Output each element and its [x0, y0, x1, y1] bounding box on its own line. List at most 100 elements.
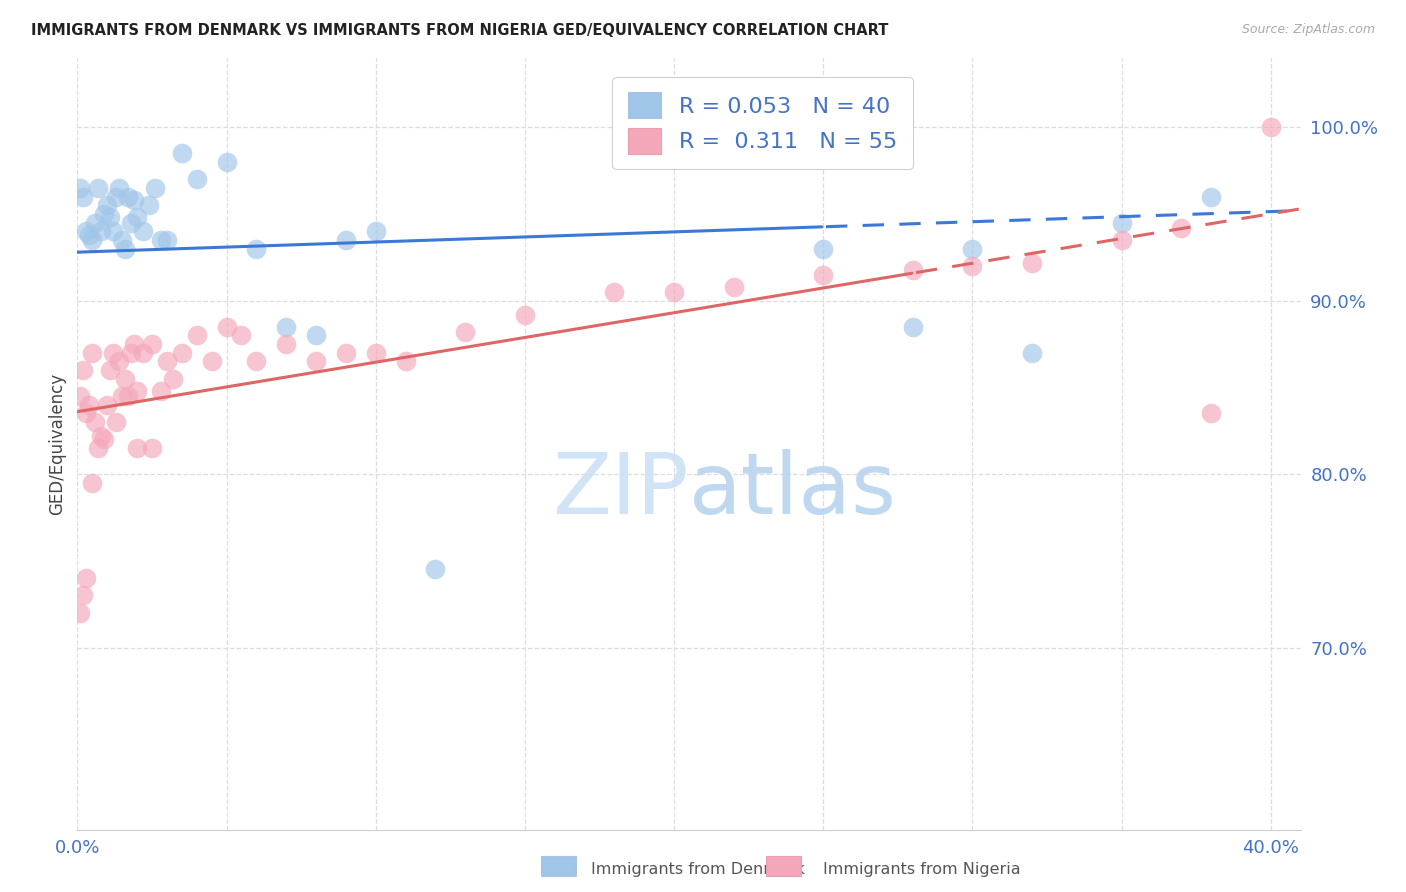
Point	[69, 181, 91, 195]
Point	[108, 181, 131, 195]
Point	[96, 198, 118, 212]
Point	[901, 319, 924, 334]
Point	[723, 280, 745, 294]
Point	[69, 389, 91, 403]
Point	[200, 354, 222, 368]
Point	[962, 259, 984, 273]
Point	[125, 441, 148, 455]
Point	[69, 606, 91, 620]
Point	[811, 242, 834, 256]
Point	[141, 337, 163, 351]
Point	[98, 211, 121, 225]
Point	[901, 262, 924, 277]
Point	[425, 562, 447, 576]
Point	[114, 372, 136, 386]
Text: IMMIGRANTS FROM DENMARK VS IMMIGRANTS FROM NIGERIA GED/EQUIVALENCY CORRELATION C: IMMIGRANTS FROM DENMARK VS IMMIGRANTS FR…	[31, 23, 889, 38]
Point	[105, 190, 128, 204]
Point	[93, 433, 115, 447]
Point	[1111, 233, 1133, 247]
Point	[87, 181, 110, 195]
Point	[305, 328, 328, 343]
Point	[111, 389, 134, 403]
Point	[82, 475, 104, 490]
Point	[93, 207, 115, 221]
Point	[122, 193, 145, 207]
Point	[84, 415, 107, 429]
Point	[77, 227, 100, 242]
Point	[101, 224, 124, 238]
Point	[513, 308, 536, 322]
Point	[75, 571, 97, 585]
Point	[105, 415, 128, 429]
Point	[364, 345, 387, 359]
Point	[276, 337, 298, 351]
Point	[603, 285, 626, 299]
Point	[245, 242, 267, 256]
Point	[335, 345, 357, 359]
Point	[305, 354, 328, 368]
Point	[162, 372, 184, 386]
Point	[215, 155, 238, 169]
Point	[962, 242, 984, 256]
Point	[117, 190, 139, 204]
Point	[1111, 216, 1133, 230]
Point	[149, 233, 172, 247]
Point	[141, 441, 163, 455]
Point	[143, 181, 166, 195]
Y-axis label: GED/Equivalency: GED/Equivalency	[48, 373, 66, 515]
Point	[122, 337, 145, 351]
Text: Source: ZipAtlas.com: Source: ZipAtlas.com	[1241, 23, 1375, 37]
Point	[111, 233, 134, 247]
Point	[245, 354, 267, 368]
Point	[1021, 345, 1043, 359]
Point	[156, 354, 179, 368]
Legend: R = 0.053   N = 40, R =  0.311   N = 55: R = 0.053 N = 40, R = 0.311 N = 55	[612, 77, 912, 169]
Point	[1199, 406, 1222, 420]
Point	[156, 233, 179, 247]
Point	[364, 224, 387, 238]
Point	[1199, 190, 1222, 204]
Point	[454, 325, 477, 339]
Point	[132, 224, 155, 238]
Point	[1021, 255, 1043, 269]
Point	[75, 406, 97, 420]
Point	[72, 589, 94, 603]
Point	[811, 268, 834, 282]
Point	[72, 190, 94, 204]
Point	[125, 211, 148, 225]
Point	[87, 441, 110, 455]
Point	[132, 345, 155, 359]
Point	[82, 345, 104, 359]
Point	[98, 363, 121, 377]
Point	[90, 429, 112, 443]
Point	[138, 198, 160, 212]
Point	[215, 319, 238, 334]
Text: atlas: atlas	[689, 449, 897, 532]
Point	[186, 172, 208, 186]
Point	[84, 216, 107, 230]
Point	[125, 384, 148, 398]
Point	[72, 363, 94, 377]
Point	[662, 285, 685, 299]
Point	[117, 389, 139, 403]
Point	[90, 224, 112, 238]
Point	[101, 345, 124, 359]
Point	[394, 354, 416, 368]
Point	[96, 398, 118, 412]
Point	[77, 398, 100, 412]
Point	[114, 242, 136, 256]
Point	[1170, 220, 1192, 235]
Point	[108, 354, 131, 368]
Text: ZIP: ZIP	[553, 449, 689, 532]
Text: Immigrants from Denmark: Immigrants from Denmark	[591, 863, 804, 877]
Point	[335, 233, 357, 247]
Point	[170, 146, 193, 161]
Point	[1260, 120, 1282, 135]
Point	[120, 345, 142, 359]
Point	[186, 328, 208, 343]
Point	[75, 224, 97, 238]
Point	[82, 233, 104, 247]
Point	[149, 384, 172, 398]
Point	[276, 319, 298, 334]
Point	[120, 216, 142, 230]
